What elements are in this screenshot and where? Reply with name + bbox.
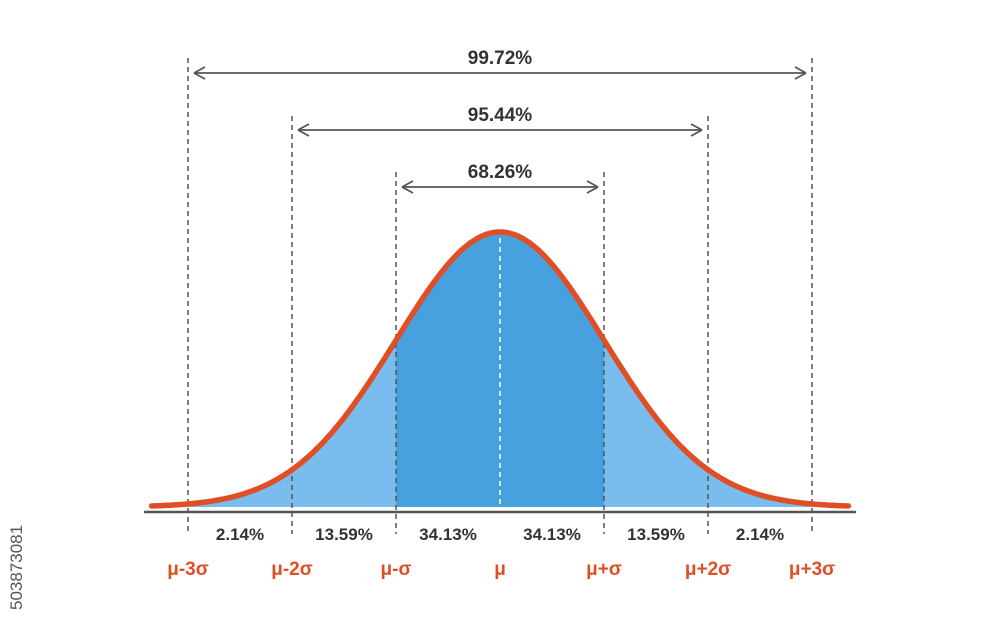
sigma-label: μ <box>494 559 506 580</box>
range-percent-label: 68.26% <box>468 162 533 183</box>
segment-percent-label: 2.14% <box>736 525 784 544</box>
range-arrows: 99.72% 95.44% 68.26% <box>193 48 807 194</box>
segment-percent-label: 34.13% <box>419 525 477 544</box>
sigma-labels: μ-3σ μ-2σ μ-σ μ μ+σ μ+2σ μ+3σ <box>167 559 835 580</box>
sigma-guide-lines <box>187 58 813 534</box>
arrow-head-right <box>794 66 807 80</box>
sigma-label: μ-3σ <box>167 559 209 580</box>
range-percent-label: 95.44% <box>468 105 533 126</box>
arrow-head-right <box>586 180 599 194</box>
area-segment-0 <box>188 469 292 507</box>
segment-percent-label: 13.59% <box>627 525 685 544</box>
sigma-label: μ+σ <box>586 559 622 580</box>
stock-id-text: 503873081 <box>7 525 26 610</box>
sigma-label: μ+2σ <box>685 559 731 580</box>
range-arrow: 99.72% <box>193 48 807 80</box>
sigma-label: μ-σ <box>381 559 412 580</box>
arrow-head-left <box>297 123 310 137</box>
bell-curve <box>148 229 852 509</box>
sigma-label: μ-2σ <box>271 559 313 580</box>
segment-percent-label: 13.59% <box>315 525 373 544</box>
segment-percent-label: 2.14% <box>216 525 264 544</box>
segment-percent-labels: 2.14% 13.59% 34.13% 34.13% 13.59% 2.14% <box>216 525 784 544</box>
arrow-head-right <box>690 123 703 137</box>
range-percent-label: 99.72% <box>468 48 533 69</box>
range-arrow: 95.44% <box>297 105 703 137</box>
range-arrow: 68.26% <box>401 162 599 194</box>
area-segment-5 <box>708 469 812 507</box>
area-segment-3 <box>500 232 604 507</box>
stock-id-watermark: 503873081 <box>7 525 26 610</box>
segment-percent-label: 34.13% <box>523 525 581 544</box>
arrow-head-left <box>193 66 206 80</box>
sigma-label: μ+3σ <box>789 559 835 580</box>
area-segment-2 <box>396 232 500 507</box>
arrow-head-left <box>401 180 414 194</box>
